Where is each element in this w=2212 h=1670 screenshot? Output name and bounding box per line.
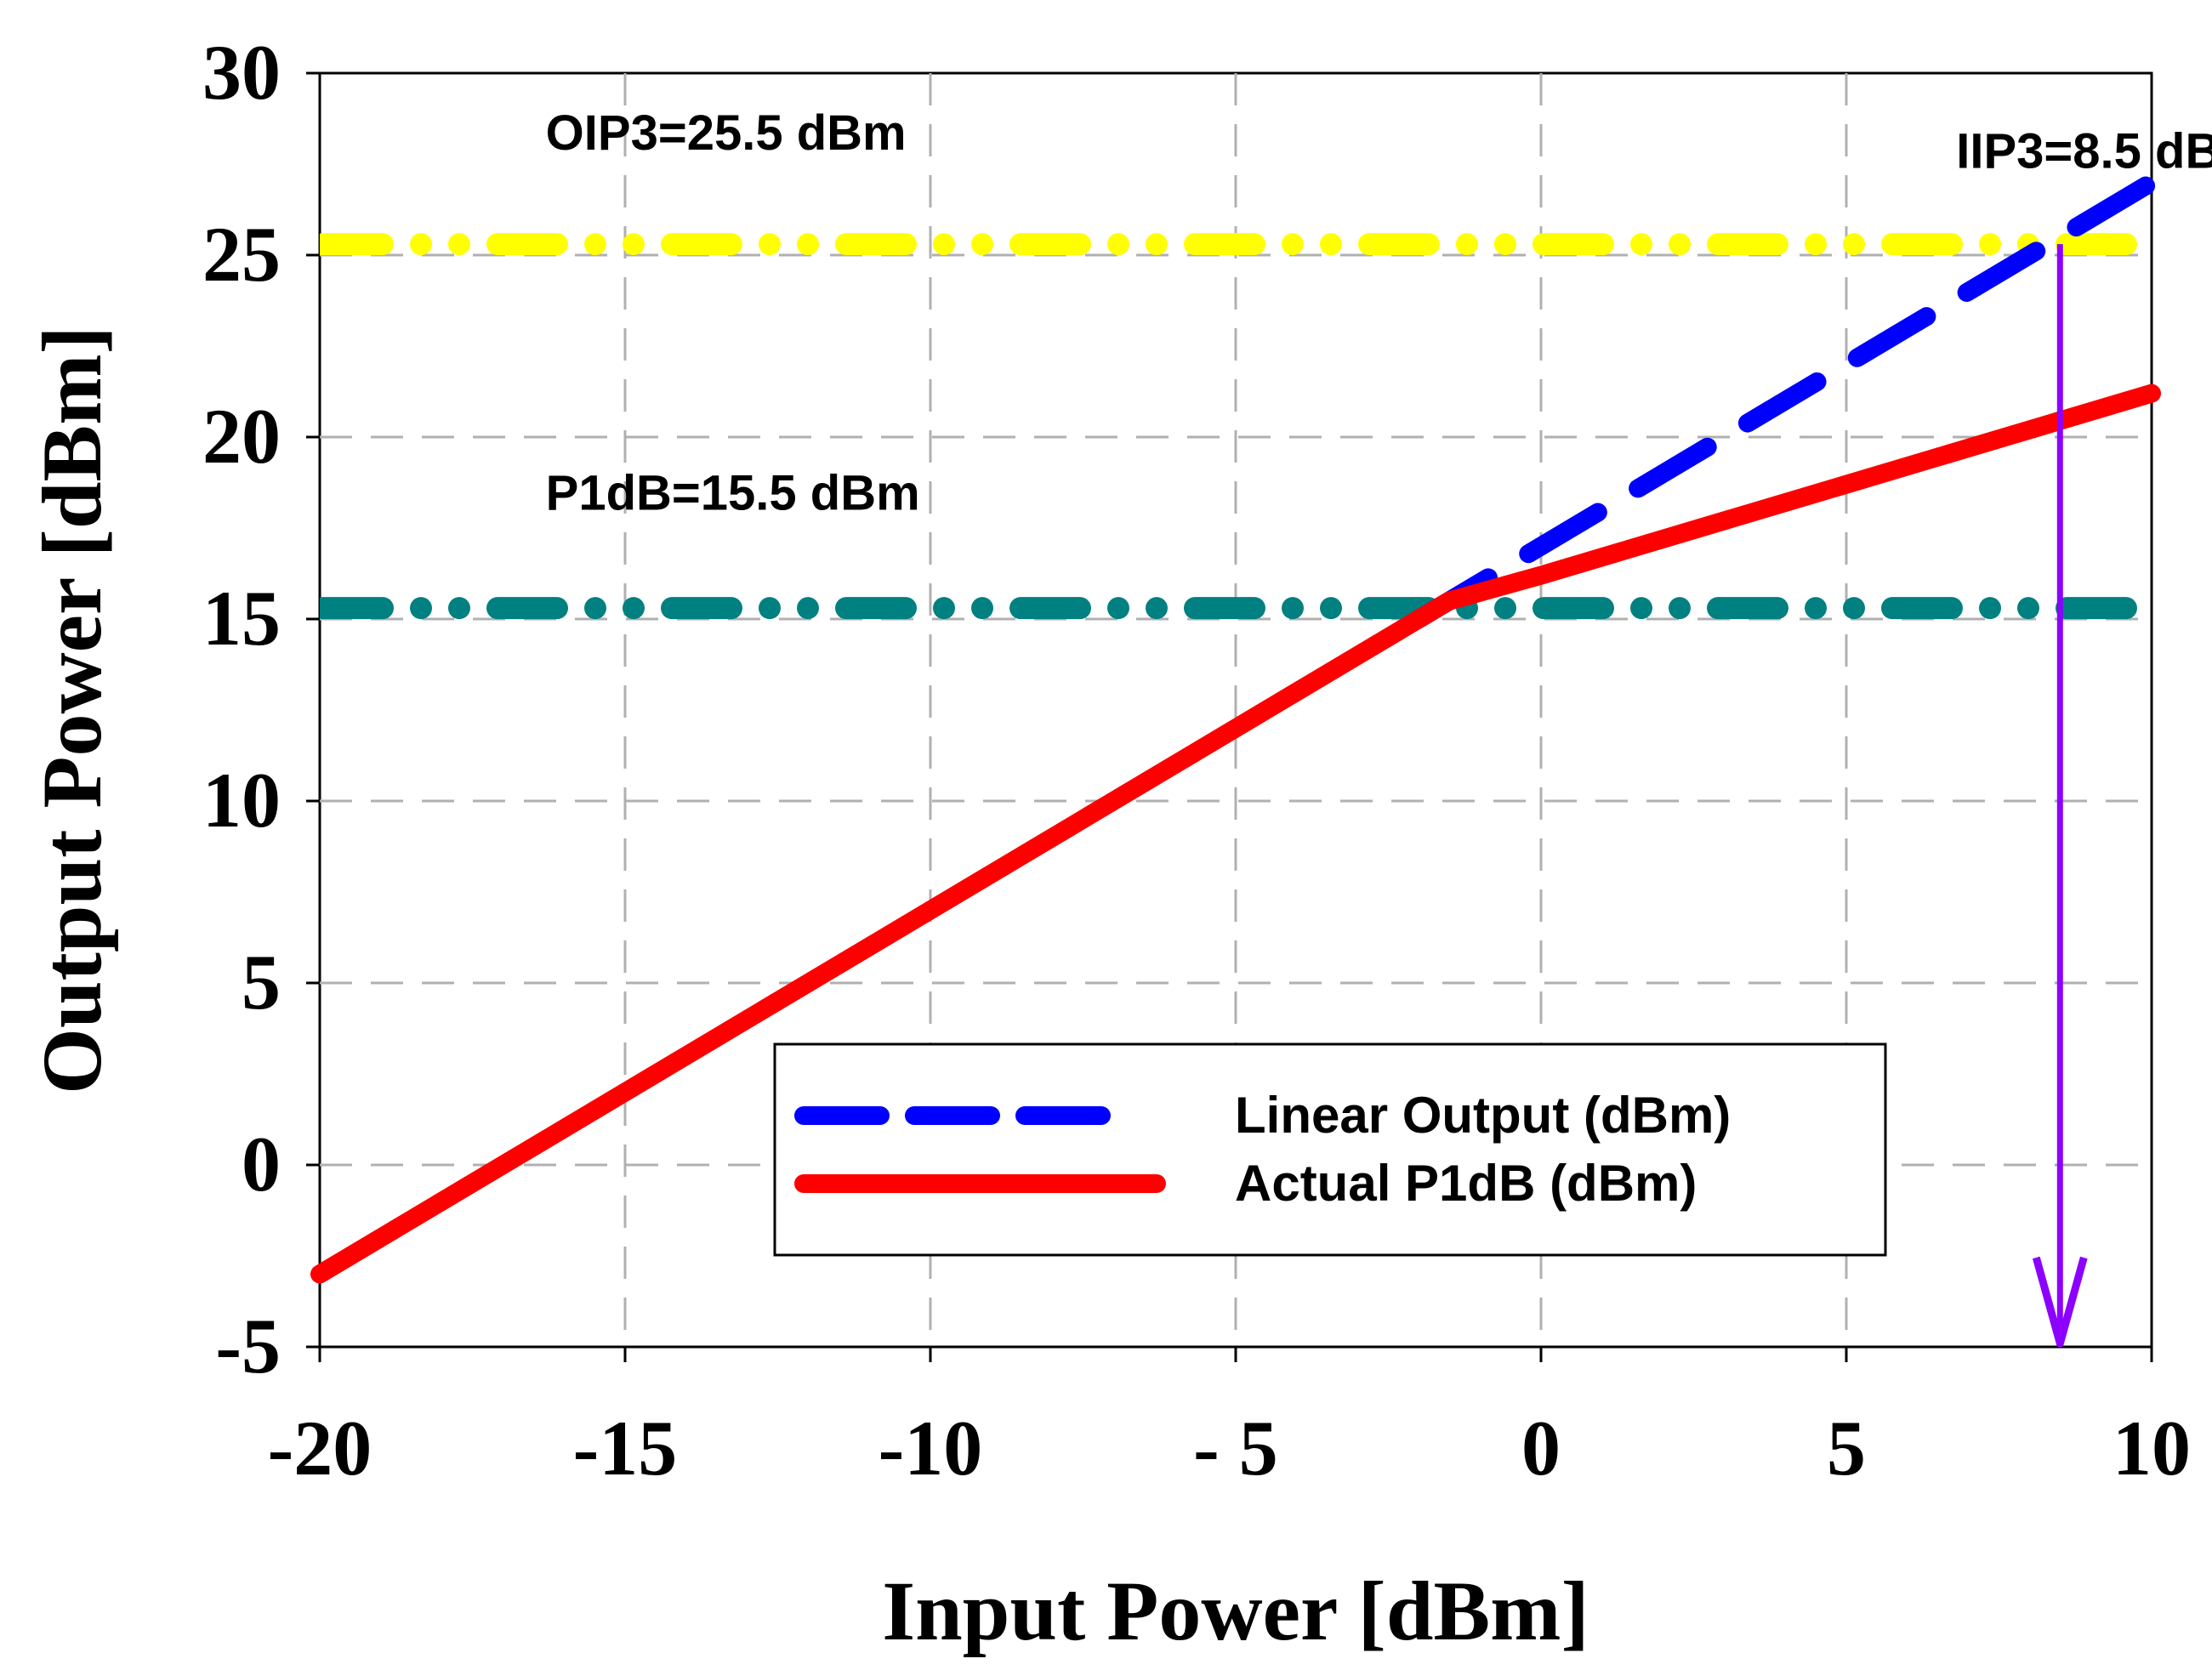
x-tick-label: -15	[573, 1405, 678, 1491]
x-tick-label: 5	[1827, 1405, 1866, 1491]
grid-vertical-lines	[623, 73, 1848, 1347]
series-actual-p1db-dbm	[310, 383, 2161, 1284]
series-linear-output-dbm	[1409, 173, 2161, 628]
y-tick-label: 0	[242, 1121, 281, 1207]
legend: Linear Output (dBm) Actual P1dB (dBm)	[773, 1042, 1887, 1257]
arrow-head	[2032, 1256, 2088, 1348]
y-axis-ticks: -5 0 5 10 15 20 25 30	[202, 29, 320, 1389]
legend-box	[773, 1042, 1887, 1257]
x-axis-title: Input Power [dBm]	[882, 1564, 1589, 1658]
x-tick-label: - 5	[1193, 1405, 1278, 1491]
iip3-arrow	[2032, 244, 2088, 1348]
y-tick-label: 25	[202, 211, 281, 298]
legend-label-linear-output: Linear Output (dBm)	[1235, 1087, 1731, 1144]
x-axis-ticks: -20 -15 -10 - 5 0 5 10	[268, 1347, 2191, 1491]
y-tick-label: 10	[202, 757, 281, 844]
y-tick-label: 5	[242, 939, 281, 1025]
series-layer	[310, 173, 2161, 1284]
x-tick-label: 10	[2112, 1405, 2191, 1491]
reference-lines	[320, 233, 2152, 620]
y-tick-label: 30	[202, 29, 281, 116]
x-tick-label: -10	[879, 1405, 983, 1491]
p1db-annotation: P1dB=15.5 dBm	[546, 466, 920, 521]
y-tick-label: -5	[215, 1303, 281, 1389]
y-tick-label: 20	[202, 393, 281, 480]
x-tick-label: 0	[1521, 1405, 1561, 1491]
y-tick-label: 15	[202, 575, 281, 662]
y-axis-title: Output Power [dBm]	[25, 326, 119, 1094]
oip3-annotation: OIP3=25.5 dBm	[546, 105, 907, 161]
x-tick-label: -20	[268, 1405, 372, 1491]
iip3-annotation: IIP3=8.5 dBm	[1956, 123, 2212, 179]
legend-label-actual-p1db: Actual P1dB (dBm)	[1235, 1155, 1697, 1212]
